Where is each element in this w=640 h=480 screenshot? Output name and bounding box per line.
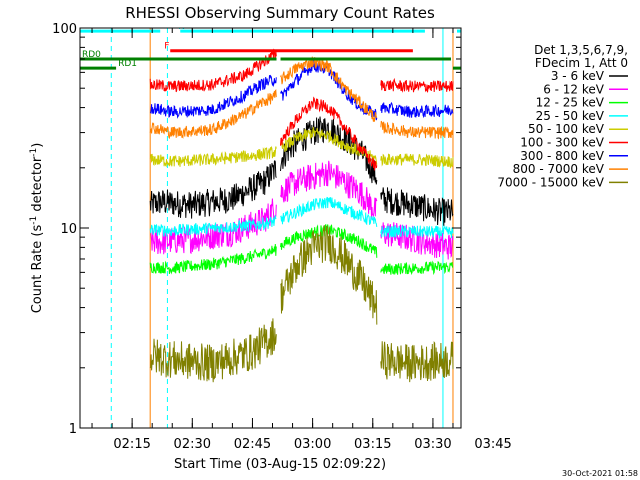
legend-entry: 300 - 800 keV	[520, 149, 628, 163]
series-trace	[280, 56, 378, 122]
x-tick-label: 03:30	[414, 437, 451, 452]
legend-header-line-2: FDecim 1, Att 0	[535, 56, 628, 70]
series-25-50-keV	[149, 196, 454, 239]
legend: Det 1,3,5,6,7,9, FDecim 1, Att 0 3 - 6 k…	[497, 43, 628, 189]
legend-label: 6 - 12 keV	[543, 82, 605, 96]
y-tick-label: 1	[69, 422, 77, 437]
series-trace	[149, 318, 277, 383]
x-tick-label: 03:15	[354, 437, 391, 452]
flag-label: F	[164, 42, 169, 52]
legend-label: 300 - 800 keV	[520, 149, 604, 163]
legend-label: 7000 - 15000 keV	[497, 175, 604, 189]
series-trace	[380, 187, 454, 226]
series-trace	[149, 89, 277, 140]
plot-area: NF RD0 RD1	[80, 22, 461, 428]
legend-label: 800 - 7000 keV	[513, 162, 605, 176]
legend-entry: 25 - 50 keV	[536, 109, 628, 123]
legend-label: 50 - 100 keV	[528, 122, 605, 136]
x-tick-label: 02:30	[174, 437, 211, 452]
y-tick-label: 10	[60, 222, 77, 237]
series-7000-15000-keV	[149, 225, 454, 383]
legend-entry: 7000 - 15000 keV	[497, 175, 628, 189]
series-trace	[380, 260, 454, 276]
series-trace	[380, 120, 454, 140]
legend-entry: 100 - 300 keV	[520, 136, 628, 150]
flag-f: F	[164, 42, 413, 53]
x-tick-label: 03:00	[294, 437, 331, 452]
flag-label: RD0	[82, 50, 101, 60]
flag-rd1: RD1	[80, 59, 461, 70]
legend-entry: 6 - 12 keV	[543, 82, 628, 96]
y-axis-label: Count Rate (s-1 detector-1)	[29, 143, 45, 314]
footer-date: 30-Oct-2021 01:58	[562, 469, 638, 478]
chart-title: RHESSI Observing Summary Count Rates	[125, 4, 435, 22]
legend-label: 3 - 6 keV	[551, 69, 605, 83]
x-axis-label: Start Time (03-Aug-15 02:09:22)	[174, 457, 386, 472]
series-12-25-keV	[149, 224, 454, 276]
legend-label: 100 - 300 keV	[520, 136, 604, 150]
legend-label: 12 - 25 keV	[536, 96, 605, 110]
series-trace	[380, 224, 454, 239]
series-800-7000-keV	[149, 56, 454, 140]
series-trace	[380, 77, 454, 93]
x-tick-label: 03:45	[474, 437, 511, 452]
series-trace	[280, 225, 378, 325]
y-tick-label: 100	[52, 22, 77, 37]
series-trace	[280, 160, 378, 218]
legend-header-line-1: Det 1,3,5,6,7,9,	[534, 43, 628, 57]
series-trace	[280, 96, 378, 172]
flag-label: RD1	[118, 59, 137, 69]
series-trace	[149, 145, 277, 168]
flag-bars: NF RD0 RD1	[80, 22, 461, 70]
x-tick-label: 02:15	[113, 437, 150, 452]
series-trace	[149, 215, 277, 237]
legend-entry: 50 - 100 keV	[528, 122, 628, 136]
series-trace	[150, 198, 277, 255]
series-trace	[380, 341, 454, 383]
series-trace	[380, 101, 454, 119]
series-trace	[380, 153, 454, 169]
legend-entry: 12 - 25 keV	[536, 96, 628, 110]
x-tick-label: 02:45	[234, 437, 271, 452]
series-trace	[149, 159, 277, 219]
series-trace	[280, 196, 378, 227]
series-group	[149, 48, 454, 383]
series-100-300-keV	[149, 48, 454, 172]
flag-rd0: RD0	[80, 50, 451, 61]
x-axis-ticks: 02:15 02:30 02:45 03:00 03:15 03:30 03:45	[91, 28, 512, 452]
series-trace	[149, 48, 277, 93]
series-trace	[280, 224, 378, 258]
flag-n: N	[80, 22, 461, 33]
flag-label: N	[178, 22, 185, 32]
series-trace	[149, 74, 277, 119]
legend-entry: 3 - 6 keV	[551, 69, 628, 83]
series-trace	[149, 243, 277, 275]
legend-label: 25 - 50 keV	[536, 109, 605, 123]
y-axis-ticks: 1 10 100	[52, 22, 461, 437]
legend-entry: 800 - 7000 keV	[513, 162, 628, 176]
